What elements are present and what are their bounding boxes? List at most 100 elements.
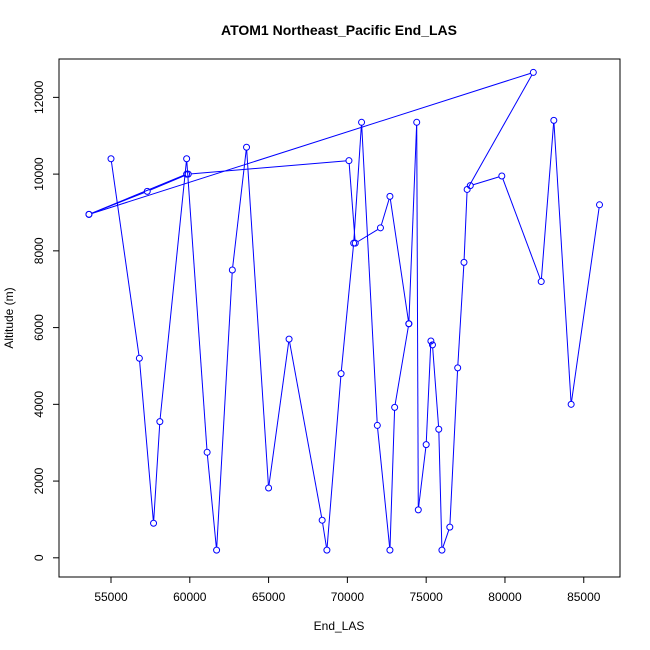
series-line-segment bbox=[425, 343, 432, 442]
series-line-segment bbox=[357, 228, 379, 243]
data-point bbox=[386, 546, 394, 554]
data-point bbox=[323, 546, 331, 554]
y-tick-label: 12000 bbox=[32, 80, 46, 114]
data-point bbox=[85, 210, 93, 218]
series-line-segment bbox=[326, 376, 342, 548]
y-tick-label: 8000 bbox=[32, 237, 46, 264]
x-tick-label: 85000 bbox=[567, 590, 601, 604]
data-point bbox=[203, 448, 211, 456]
data-point bbox=[107, 155, 115, 163]
data-series bbox=[466, 116, 604, 408]
data-point bbox=[386, 192, 394, 200]
series-line-segment bbox=[380, 199, 390, 226]
data-point bbox=[265, 484, 273, 492]
series-line-segment bbox=[91, 72, 531, 214]
data-series bbox=[85, 170, 191, 218]
series-line-segment bbox=[289, 341, 323, 518]
series-line-segment bbox=[377, 428, 391, 548]
x-axis-label: End_LAS bbox=[314, 619, 365, 633]
series-line-segment bbox=[206, 455, 217, 548]
data-point bbox=[413, 118, 421, 126]
data-point bbox=[213, 546, 221, 554]
plot-frame bbox=[58, 58, 621, 578]
series-line-segment bbox=[353, 125, 362, 241]
data-point bbox=[438, 546, 446, 554]
series-line-segment bbox=[153, 424, 161, 521]
data-point bbox=[156, 418, 164, 426]
data-point bbox=[358, 118, 366, 126]
y-tick-label: 10000 bbox=[32, 157, 46, 191]
x-tick-label: 60000 bbox=[173, 590, 207, 604]
series-line-segment bbox=[449, 370, 459, 525]
y-tick-label: 0 bbox=[32, 554, 46, 561]
data-point bbox=[405, 320, 413, 328]
series-line-segment bbox=[463, 192, 468, 260]
x-tick-label: 75000 bbox=[409, 590, 443, 604]
data-point bbox=[537, 278, 545, 286]
data-point bbox=[427, 337, 435, 345]
series-line-segment bbox=[340, 246, 354, 371]
data-point bbox=[337, 370, 345, 378]
series-line-segment bbox=[191, 160, 347, 175]
data-point bbox=[454, 364, 462, 372]
series-line-segment bbox=[502, 178, 541, 279]
series-line-segment bbox=[186, 161, 208, 450]
data-point bbox=[428, 341, 436, 349]
series-line-segment bbox=[438, 432, 443, 548]
series-line-segment bbox=[159, 161, 187, 419]
data-point bbox=[596, 201, 604, 209]
chart-title: ATOM1 Northeast_Pacific End_LAS bbox=[221, 22, 457, 38]
series-line-segment bbox=[432, 347, 440, 427]
x-tick-label: 70000 bbox=[331, 590, 365, 604]
series-line-segment bbox=[473, 176, 500, 186]
series-line-segment bbox=[416, 125, 419, 507]
data-point bbox=[135, 354, 143, 362]
data-point bbox=[446, 523, 454, 531]
series-line-segment bbox=[553, 123, 572, 402]
series-line-segment bbox=[408, 125, 418, 321]
series-layer bbox=[85, 68, 604, 554]
series-line-segment bbox=[468, 74, 533, 188]
series-line-segment bbox=[216, 273, 233, 548]
series-line-segment bbox=[149, 174, 186, 191]
x-tick-label: 80000 bbox=[488, 590, 522, 604]
data-point bbox=[376, 224, 384, 232]
series-line-segment bbox=[457, 265, 465, 365]
series-line-segment bbox=[389, 410, 396, 548]
data-point bbox=[466, 182, 474, 190]
data-point bbox=[345, 157, 353, 165]
series-line-segment bbox=[348, 163, 356, 241]
data-point bbox=[183, 170, 191, 178]
series-line-segment bbox=[110, 161, 140, 356]
data-point bbox=[351, 239, 359, 247]
data-point bbox=[435, 425, 443, 433]
data-point bbox=[228, 266, 236, 274]
x-axis: 55000 60000 65000 70000 75000 80000 85000 bbox=[94, 576, 601, 604]
data-point bbox=[150, 519, 158, 527]
series-line-segment bbox=[246, 150, 269, 486]
data-point bbox=[414, 506, 422, 514]
series-line-segment bbox=[91, 174, 185, 214]
data-point bbox=[183, 155, 191, 163]
series-line-segment bbox=[571, 207, 600, 402]
data-point bbox=[550, 116, 558, 124]
y-tick-label: 2000 bbox=[32, 467, 46, 494]
data-point bbox=[422, 441, 430, 449]
series-line-segment bbox=[389, 199, 409, 321]
data-point bbox=[243, 143, 251, 151]
series-line-segment bbox=[442, 529, 450, 548]
series-line-segment bbox=[322, 523, 327, 548]
series-line-segment bbox=[394, 326, 409, 405]
data-point bbox=[498, 172, 506, 180]
x-tick-label: 65000 bbox=[252, 590, 286, 604]
x-tick-label: 55000 bbox=[94, 590, 128, 604]
data-point bbox=[318, 516, 326, 524]
data-point bbox=[391, 403, 399, 411]
y-tick-label: 6000 bbox=[32, 314, 46, 341]
data-point bbox=[529, 68, 537, 76]
data-point bbox=[463, 185, 471, 193]
series-line-segment bbox=[139, 361, 154, 521]
series-line-segment bbox=[540, 123, 555, 279]
y-axis-label: Altitude (m) bbox=[2, 287, 16, 348]
